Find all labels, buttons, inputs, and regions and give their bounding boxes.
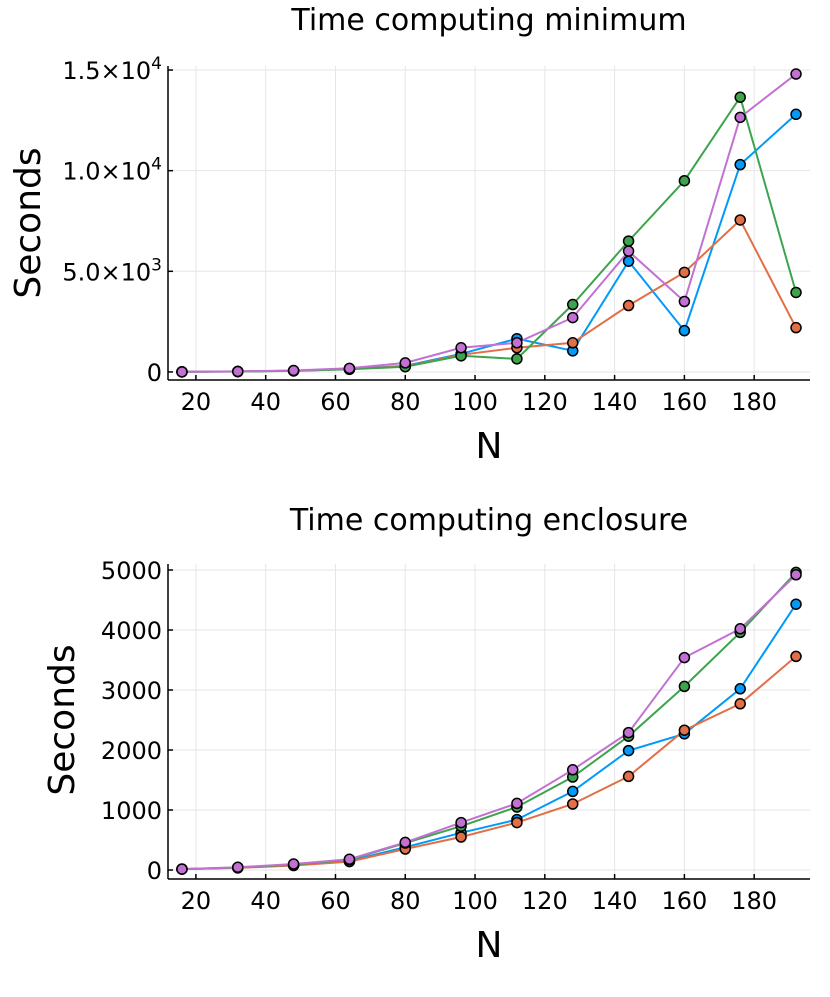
x-axis-label: N xyxy=(476,426,503,467)
x-tick-label: 20 xyxy=(181,887,212,915)
y-tick-label: 1.0×104 xyxy=(62,155,162,186)
x-tick-label: 180 xyxy=(731,887,777,915)
data-point-y2 xyxy=(566,337,579,349)
data-point-y2 xyxy=(678,266,691,279)
x-tick-label: 80 xyxy=(390,887,421,915)
x-tick-label: 120 xyxy=(522,887,568,915)
y-tick-label: 0 xyxy=(147,857,162,885)
x-tick-label: 100 xyxy=(452,388,498,416)
data-point-y2 xyxy=(734,214,746,226)
data-point-y4 xyxy=(734,111,746,124)
data-point-y3 xyxy=(622,235,635,247)
data-point-y1 xyxy=(790,108,802,121)
y-axis-label: Seconds xyxy=(42,644,83,795)
data-point-y4 xyxy=(287,858,300,870)
data-point-y4 xyxy=(678,651,691,664)
chart-title: Time computing minimum xyxy=(290,3,686,38)
data-point-y4 xyxy=(511,797,523,810)
plot-time-computing-minimum: Time computing minimum N Seconds 20 40 60 8… xyxy=(8,3,810,467)
y-tick-label: 3000 xyxy=(101,677,162,705)
data-point-y1 xyxy=(734,158,746,171)
data-point-y4 xyxy=(511,337,523,349)
data-point-y3 xyxy=(511,353,523,365)
data-point-y4 xyxy=(343,362,356,375)
x-tick-label: 20 xyxy=(181,388,212,416)
data-point-y4 xyxy=(455,816,467,829)
chart-title: Time computing enclosure xyxy=(289,503,688,538)
x-tick-label: 40 xyxy=(250,887,281,915)
data-point-y4 xyxy=(232,861,244,874)
data-point-y3 xyxy=(790,286,802,299)
data-point-y1 xyxy=(734,683,746,695)
x-tick-label: 180 xyxy=(731,388,777,416)
data-point-y4 xyxy=(734,623,746,635)
data-point-y1 xyxy=(790,598,802,610)
data-point-y4 xyxy=(232,365,244,378)
data-point-y4 xyxy=(176,863,188,875)
data-point-y4 xyxy=(399,357,412,369)
plot-time-computing-enclosure: Time computing enclosure N Seconds 20 40 6… xyxy=(42,503,810,966)
series-line-y2 xyxy=(181,218,797,373)
data-point-y4 xyxy=(343,853,356,865)
y-axis-label: Seconds xyxy=(8,147,49,298)
data-point-y4 xyxy=(790,68,802,80)
data-point-y2 xyxy=(734,698,746,710)
x-tick-label: 140 xyxy=(592,887,638,915)
x-tick-label: 100 xyxy=(452,887,498,915)
data-point-y4 xyxy=(287,364,300,377)
data-point-y2 xyxy=(622,770,635,783)
data-point-y4 xyxy=(566,764,579,776)
y-tick-label: 0 xyxy=(147,359,162,387)
data-point-y2 xyxy=(790,321,802,334)
y-tick-label: 5000 xyxy=(101,557,162,585)
series-line-y4 xyxy=(181,73,797,373)
x-tick-label: 40 xyxy=(250,388,281,416)
data-point-y4 xyxy=(566,311,579,324)
data-point-y2 xyxy=(566,798,579,810)
data-point-y2 xyxy=(790,650,802,663)
series-line-y2 xyxy=(181,655,797,871)
data-point-y1 xyxy=(678,324,691,337)
data-point-y2 xyxy=(455,831,467,843)
y-tick-label: 4000 xyxy=(101,617,162,645)
data-point-y1 xyxy=(566,785,579,798)
data-point-y2 xyxy=(678,724,691,736)
y-tick-label: 1.5×104 xyxy=(62,54,162,85)
y-tick-label: 5.0×103 xyxy=(62,255,162,286)
x-tick-label: 60 xyxy=(320,887,351,915)
x-tick-label: 160 xyxy=(661,887,707,915)
x-tick-label: 140 xyxy=(592,388,638,416)
series-line-y4 xyxy=(181,574,797,871)
data-point-y3 xyxy=(566,298,579,311)
data-point-y4 xyxy=(176,366,188,378)
data-point-y3 xyxy=(734,91,746,103)
data-point-y4 xyxy=(622,726,635,739)
data-point-y4 xyxy=(455,342,467,354)
data-point-y2 xyxy=(622,299,635,312)
y-tick-label: 2000 xyxy=(101,737,162,765)
y-tick-label: 1000 xyxy=(101,797,162,825)
x-axis-label: N xyxy=(476,925,503,966)
x-tick-label: 60 xyxy=(320,388,351,416)
x-tick-label: 120 xyxy=(522,388,568,416)
data-point-y1 xyxy=(622,255,635,267)
data-point-y1 xyxy=(622,744,635,757)
data-point-y2 xyxy=(511,816,523,829)
data-point-y3 xyxy=(678,680,691,693)
x-tick-label: 80 xyxy=(390,388,421,416)
x-tick-label: 160 xyxy=(661,388,707,416)
data-point-y4 xyxy=(790,569,802,581)
data-point-y4 xyxy=(678,295,691,308)
data-point-y4 xyxy=(622,245,635,257)
data-point-y3 xyxy=(678,174,691,187)
data-point-y4 xyxy=(399,836,412,849)
